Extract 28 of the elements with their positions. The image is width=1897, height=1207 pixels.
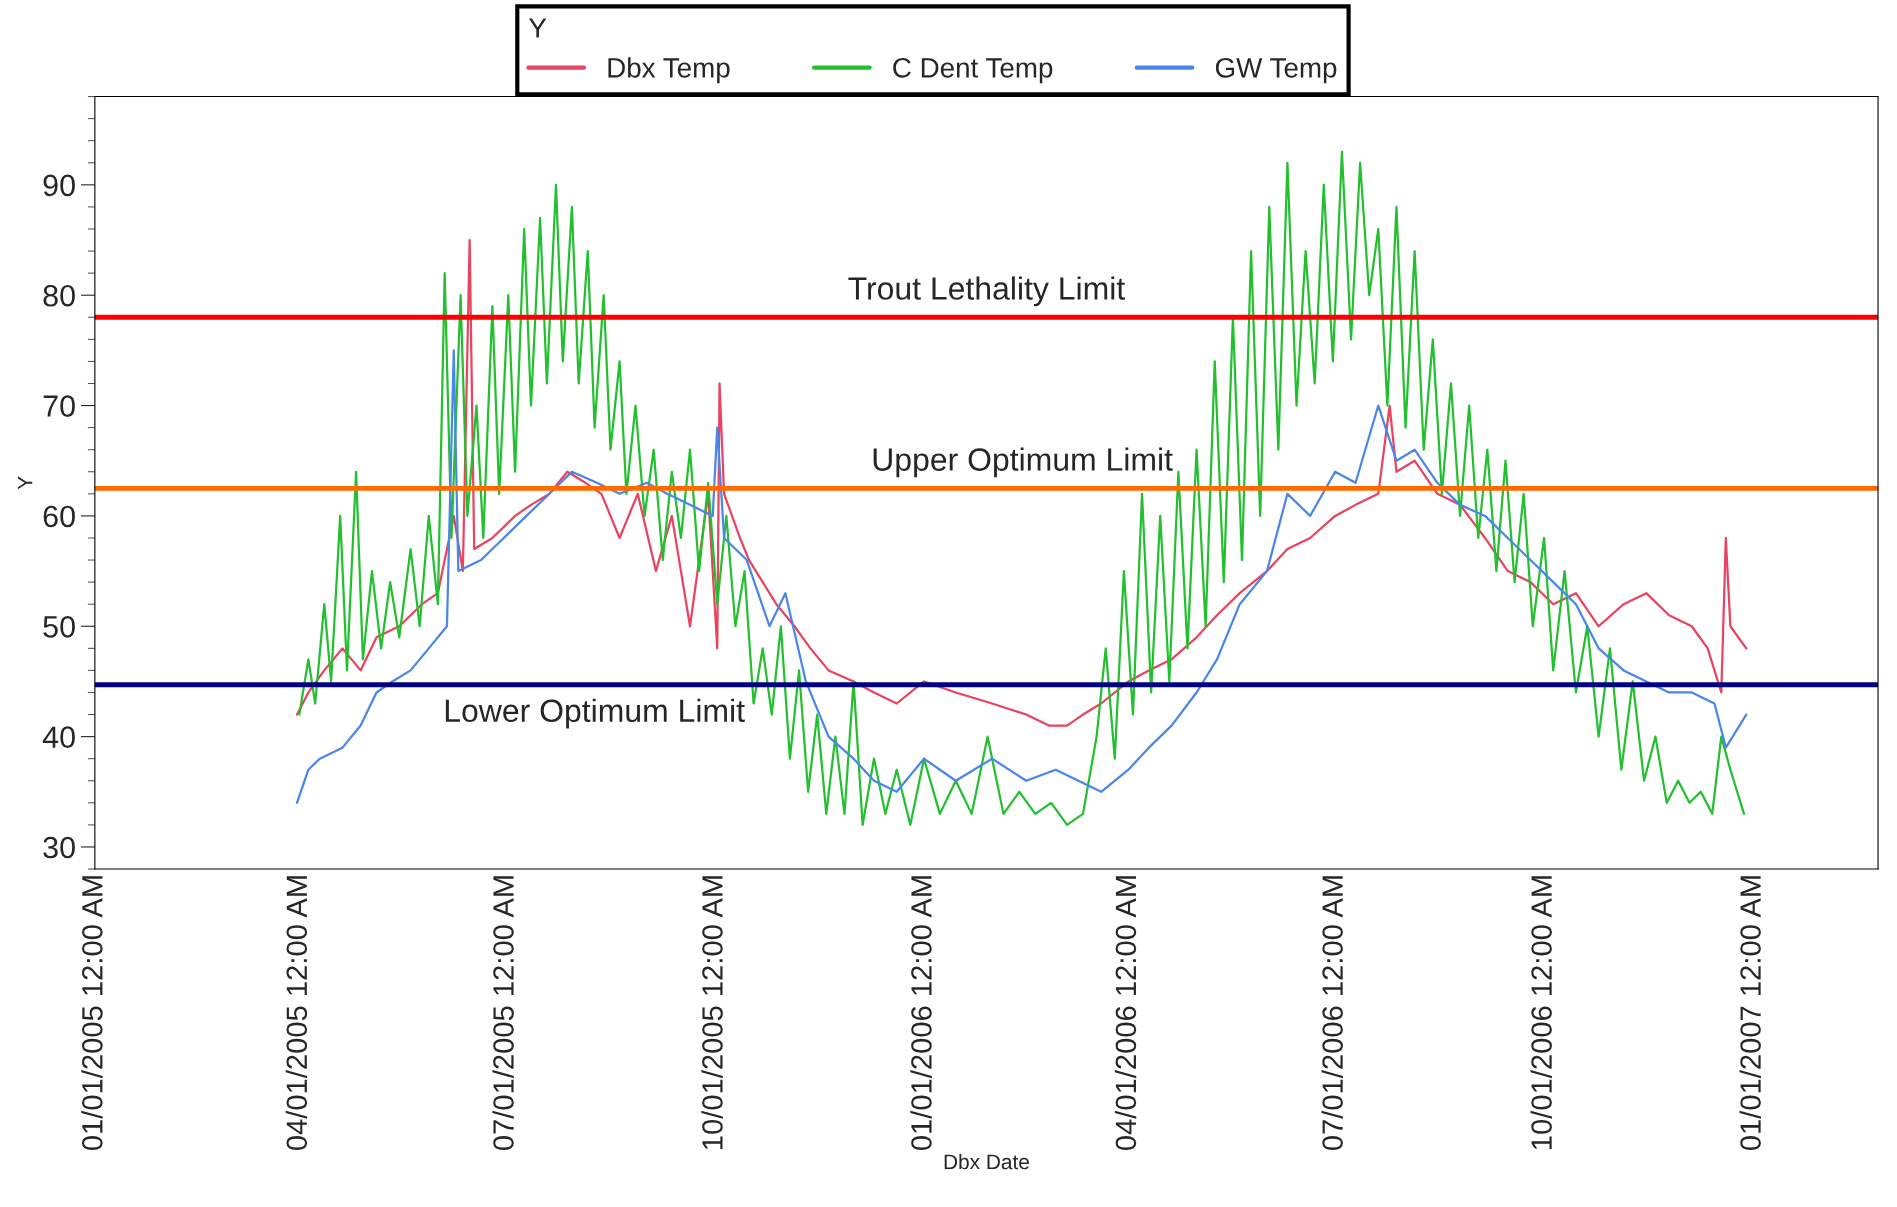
y-tick-label: 60	[43, 505, 75, 528]
y-tick-label: 50	[43, 616, 75, 638]
x-tick-label: 04/01/2006 12:00 AM	[1114, 876, 1137, 1151]
legend-label: C Dent Temp	[893, 57, 1053, 84]
y-tick-label: 80	[43, 284, 75, 307]
legend-label: GW Temp	[1215, 57, 1337, 84]
line-series	[295, 238, 1748, 727]
line-series	[295, 349, 1748, 804]
x-axis-title: Dbx Date	[944, 1153, 1029, 1170]
y-tick-label: 40	[42, 726, 75, 748]
legend-label: Dbx Temp	[608, 57, 730, 84]
ref-line-label: Lower Optimum Limit	[445, 698, 745, 729]
ref-line-label: Trout Lethality Limit	[848, 276, 1125, 307]
line-series	[298, 150, 1746, 827]
x-tick-label: 07/01/2005 12:00 AM	[492, 876, 514, 1151]
x-tick-label: 04/01/2005 12:00 AM	[285, 876, 308, 1151]
x-tick-label: 10/01/2005 12:00 AM	[701, 876, 723, 1149]
x-tick-label: 01/01/2007 12:00 AM	[1739, 876, 1761, 1151]
x-tick-label: 01/01/2006 12:00 AM	[910, 876, 932, 1151]
x-tick-label: 07/01/2006 12:00 AM	[1321, 876, 1343, 1151]
x-tick-label: 01/01/2005 12:00 AM	[81, 876, 103, 1151]
y-axis-title: Y	[17, 476, 33, 490]
y-tick-label: 30	[43, 836, 75, 859]
x-tick-label: 10/01/2006 12:00 AM	[1530, 876, 1552, 1149]
y-tick-label: 90	[43, 174, 75, 197]
y-tick-label: 70	[43, 395, 75, 417]
ref-line-label: Upper Optimum Limit	[873, 447, 1173, 478]
legend-title: Y	[529, 18, 547, 38]
